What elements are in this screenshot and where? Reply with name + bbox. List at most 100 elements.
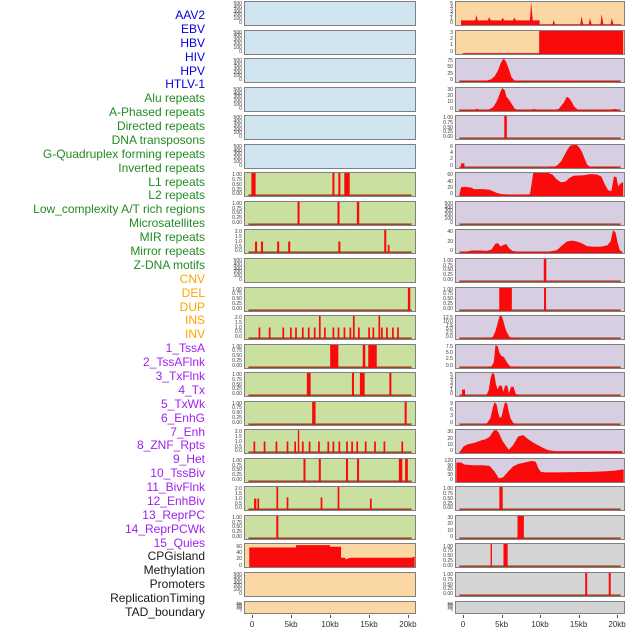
y-tick-label: 75 bbox=[447, 58, 453, 64]
y-tick-label: 500 bbox=[233, 258, 242, 264]
y-tick-label: 25 bbox=[447, 71, 453, 77]
track-panel bbox=[455, 286, 625, 312]
track-panel bbox=[455, 257, 625, 283]
y-tick-label: 0.75 bbox=[232, 405, 242, 411]
y-tick-label: 0.00 bbox=[232, 534, 242, 540]
y-tick-label: 300 bbox=[233, 94, 242, 100]
track-label-14-reprpcwk: 14_ReprPCWk bbox=[124, 521, 205, 536]
y-tick-label: 10 bbox=[447, 528, 453, 534]
y-tick-label: 300 bbox=[447, 604, 453, 609]
y-tick-label: 100 bbox=[236, 607, 242, 611]
y-tick-label: 0 bbox=[451, 608, 453, 613]
track-panel bbox=[244, 400, 416, 426]
x-tick-label: 15kb bbox=[360, 619, 378, 629]
y-tick-label: 200 bbox=[233, 69, 242, 76]
y-tick-label: 2.0 bbox=[234, 229, 242, 235]
y-tick-label: 2.5 bbox=[445, 356, 453, 362]
y-tick-label: 0.5 bbox=[234, 244, 242, 250]
y-tick-label: 1 bbox=[450, 16, 453, 22]
y-tick-label: 0.75 bbox=[443, 577, 453, 583]
y-tick-label: 300 bbox=[233, 66, 242, 72]
y-tick-label: 0.50 bbox=[232, 410, 242, 416]
y-tick-label: 30 bbox=[447, 515, 453, 521]
y-tick-label: 0.5 bbox=[234, 329, 242, 335]
track-panel bbox=[455, 372, 625, 398]
x-tick-label: 20kb bbox=[608, 619, 626, 629]
y-tick-label: 300 bbox=[236, 604, 242, 609]
track-label-dup: DUP bbox=[179, 299, 205, 314]
y-tick-label: 100 bbox=[233, 273, 242, 279]
y-tick-label: 0.50 bbox=[232, 353, 242, 359]
y-tick-label: 1.00 bbox=[232, 401, 242, 407]
track-label-cpgisland: CPGisland bbox=[147, 549, 205, 564]
y-tick-label: 20 bbox=[447, 436, 453, 442]
x-tick-mark bbox=[407, 614, 409, 618]
x-tick-mark bbox=[330, 614, 331, 618]
y-tick-label: 2.0 bbox=[234, 429, 242, 435]
y-tick-label: 0.75 bbox=[443, 491, 453, 497]
y-tick-label: 0.00 bbox=[232, 305, 242, 312]
y-tick-label: 0.5 bbox=[234, 443, 242, 450]
y-tick-label: 0.75 bbox=[443, 263, 453, 269]
x-tick-label: 20kb bbox=[399, 619, 417, 629]
y-tick-label: 0.75 bbox=[443, 548, 453, 554]
y-tick-label: 0.00 bbox=[232, 220, 242, 226]
track-panel bbox=[455, 514, 625, 540]
track-label-2-tssaflnk: 2_TssAFlnk bbox=[142, 355, 205, 370]
track-panel bbox=[455, 143, 625, 169]
track-panel bbox=[455, 1, 625, 26]
y-tick-label: 10 bbox=[447, 99, 453, 105]
y-tick-label: 0.00 bbox=[443, 562, 453, 569]
y-tick-label: 300 bbox=[233, 9, 242, 15]
y-tick-label: 200 bbox=[233, 583, 242, 589]
y-tick-label: 5 bbox=[450, 1, 453, 7]
track-label-aav2: AAV2 bbox=[175, 8, 205, 22]
y-tick-label: 10 bbox=[447, 442, 453, 448]
y-tick-label: 1.00 bbox=[443, 258, 453, 264]
y-tick-label: 400 bbox=[233, 262, 242, 268]
x-tick-mark bbox=[291, 614, 293, 618]
y-tick-label: 1.5 bbox=[234, 234, 242, 240]
y-tick-label: 0.0 bbox=[234, 505, 242, 511]
y-tick-label: 400 bbox=[444, 205, 453, 211]
x-tick-label: 0 bbox=[249, 619, 255, 629]
y-tick-label: 0.75 bbox=[443, 291, 453, 297]
x-tick-label: 10kb bbox=[321, 619, 339, 629]
y-tick-label: 400 bbox=[236, 603, 242, 607]
y-tick-label: 0.50 bbox=[232, 382, 242, 388]
y-tick-label: 0.00 bbox=[443, 505, 453, 511]
y-tick-label: 0.50 bbox=[443, 267, 453, 273]
y-tick-label: 3 bbox=[450, 380, 453, 386]
y-tick-label: 7.5 bbox=[445, 323, 453, 329]
y-tick-label: 200 bbox=[233, 41, 242, 47]
y-tick-label: 0.25 bbox=[232, 187, 242, 193]
x-tick-mark bbox=[540, 614, 541, 618]
track-panel bbox=[244, 1, 416, 26]
track-panel bbox=[244, 486, 416, 512]
y-tick-label: 30 bbox=[447, 472, 453, 478]
y-tick-label: 300 bbox=[444, 208, 453, 214]
track-panel bbox=[244, 115, 416, 141]
y-tick-label: 500 bbox=[233, 1, 242, 7]
track-label-tad-boundary: TAD_boundary bbox=[125, 605, 205, 619]
track-panel bbox=[455, 315, 625, 341]
track-label-mir-repeats: MIR repeats bbox=[139, 230, 205, 245]
track-panel bbox=[455, 343, 625, 369]
y-tick-label: 0 bbox=[450, 20, 453, 26]
y-tick-label: 0 bbox=[450, 191, 453, 197]
track-label-hpv: HPV bbox=[180, 63, 205, 78]
track-panel bbox=[244, 286, 416, 312]
y-tick-label: 0.50 bbox=[443, 125, 453, 131]
y-tick-label: 100 bbox=[233, 73, 242, 79]
track-label-inv: INV bbox=[184, 327, 205, 342]
y-tick-label: 40 bbox=[447, 179, 453, 185]
y-tick-label: 2 bbox=[450, 384, 453, 390]
y-tick-label: 2 bbox=[450, 12, 453, 18]
y-tick-label: 0.0 bbox=[445, 334, 453, 340]
track-panel bbox=[244, 600, 416, 614]
y-tick-label: 0.25 bbox=[443, 272, 453, 278]
y-tick-label: 300 bbox=[233, 266, 242, 272]
y-tick-label: 2 bbox=[450, 156, 453, 162]
track-panel bbox=[455, 457, 625, 483]
y-tick-label: 0.0 bbox=[445, 363, 453, 369]
